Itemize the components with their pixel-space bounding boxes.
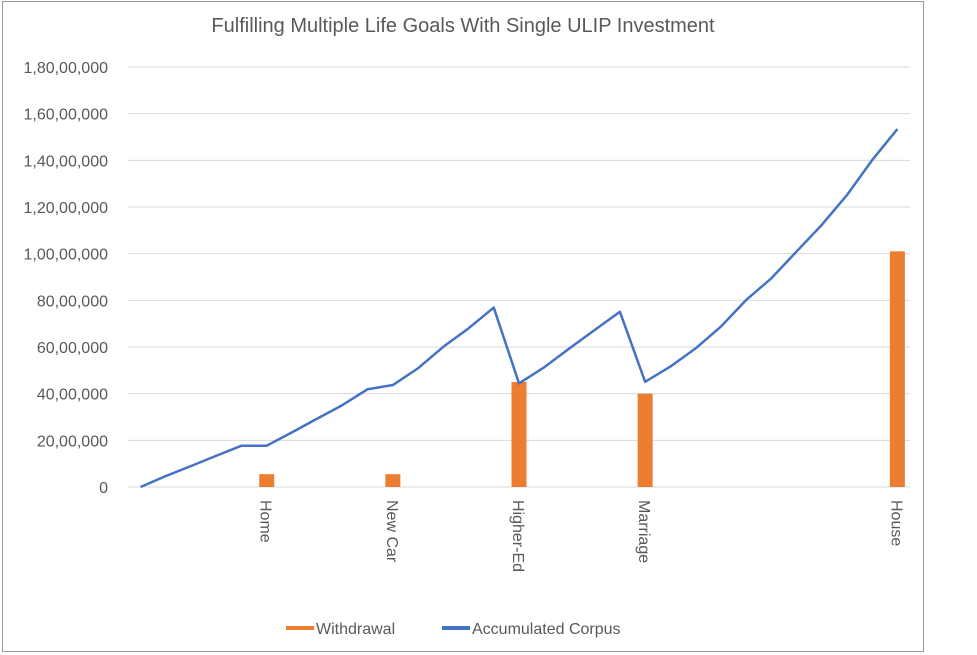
y-tick-label: 40,00,000 [37, 387, 108, 404]
y-tick-label: 80,00,000 [37, 293, 108, 310]
legend: Withdrawal Accumulated Corpus [286, 621, 621, 638]
withdrawal-bar [637, 393, 653, 487]
y-axis-ticks: 0 20,00,000 40,00,000 60,00,000 80,00,000 1,0… [23, 60, 108, 497]
legend-withdrawal-label: Withdrawal [316, 621, 395, 638]
x-category-label: Marriage [635, 500, 652, 563]
x-category-label: New Car [383, 500, 400, 563]
y-tick-label: 0 [99, 480, 108, 497]
x-category-label: Home [257, 500, 274, 543]
y-tick-label: 60,00,000 [37, 340, 108, 357]
y-tick-label: 20,00,000 [37, 433, 108, 450]
x-category-label: Higher-Ed [509, 500, 526, 572]
withdrawal-bar [385, 474, 401, 487]
withdrawal-bar [889, 251, 905, 487]
y-tick-label: 1,00,00,000 [23, 247, 108, 264]
withdrawal-bar [511, 382, 527, 487]
withdrawal-bar [259, 474, 275, 487]
y-tick-label: 1,80,00,000 [23, 60, 108, 77]
x-category-label: House [887, 500, 904, 546]
gridlines [128, 66, 910, 488]
corpus-line-group [140, 128, 899, 489]
y-tick-label: 1,40,00,000 [23, 153, 108, 170]
x-axis-labels: Home New Car Higher-Ed Marriage House [257, 500, 905, 572]
withdrawal-bars [259, 251, 905, 487]
chart-title: Fulfilling Multiple Life Goals With Sing… [211, 15, 715, 37]
y-tick-label: 1,60,00,000 [23, 107, 108, 124]
chart-frame [2, 1, 924, 652]
legend-corpus-label: Accumulated Corpus [472, 621, 621, 638]
y-tick-label: 1,20,00,000 [23, 200, 108, 217]
